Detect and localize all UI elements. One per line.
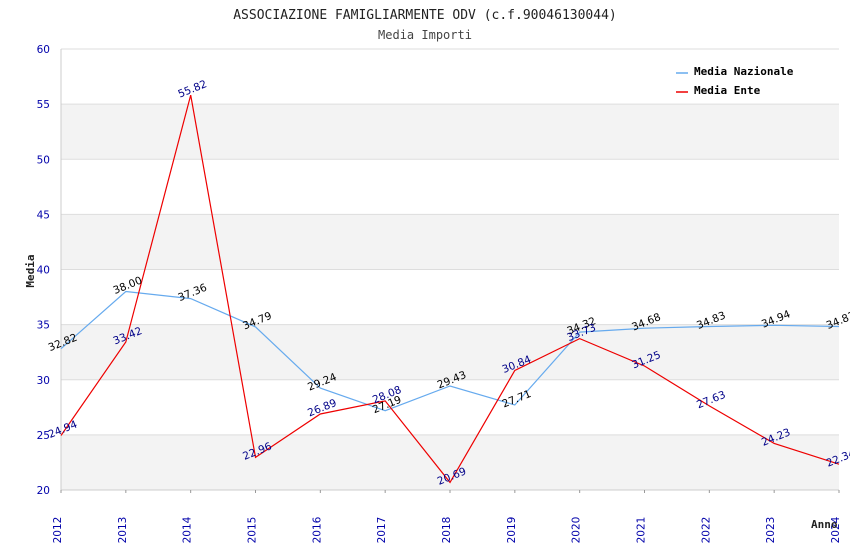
x-tick-label: 2014 <box>182 516 194 543</box>
x-tick-label: 2013 <box>117 517 129 544</box>
x-tick-label: 2018 <box>441 517 453 544</box>
plot-area: 20 25 30 35 40 45 50 55 60 2012 2013 2014 2015 2016 20… <box>37 44 850 543</box>
x-tick-label: 2016 <box>311 516 323 543</box>
y-tick-label: 45 <box>37 209 50 221</box>
data-label-media-nazionale: 34.83 <box>825 310 850 332</box>
y-tick-label: 50 <box>37 154 50 166</box>
x-tick-label: 2024 <box>830 516 842 543</box>
grid-band <box>61 434 839 490</box>
data-label-media-nazionale: 27.71 <box>501 388 533 410</box>
x-tick-label: 2017 <box>376 517 388 544</box>
y-tick-label: 40 <box>37 265 50 277</box>
x-tick-label: 2021 <box>636 517 648 544</box>
data-label-media-nazionale: 37.36 <box>176 282 209 305</box>
legend-label-media-nazionale: Media Nazionale <box>694 65 794 78</box>
series-line-media-nazionale <box>60 290 840 412</box>
chart-subtitle: Media Importi <box>378 28 472 42</box>
data-label-media-ente: 55.82 <box>176 78 208 100</box>
legend-label-media-ente: Media Ente <box>694 84 761 97</box>
x-tick-label: 2022 <box>700 517 712 544</box>
legend: Media Nazionale Media Ente <box>669 60 809 102</box>
y-axis-label: Media <box>24 254 37 287</box>
x-tick-label: 2019 <box>506 517 518 544</box>
x-tick-label: 2015 <box>247 517 259 544</box>
grid-band <box>61 214 839 270</box>
y-tick-label: 30 <box>37 375 50 387</box>
x-tick-label: 2023 <box>765 517 777 544</box>
y-tick-label: 20 <box>37 485 50 497</box>
y-tick-label: 25 <box>37 430 50 442</box>
x-tick-label: 2020 <box>571 517 583 544</box>
data-label-media-ente: 27.63 <box>695 389 727 411</box>
y-tick-label: 55 <box>37 99 50 111</box>
legend-box <box>669 60 809 102</box>
x-axis-label: Anno <box>811 518 838 531</box>
series-line-media-ente <box>60 94 840 484</box>
grid-band <box>61 104 839 160</box>
y-tick-label: 60 <box>37 44 50 56</box>
x-tick-label: 2012 <box>52 517 64 544</box>
chart-title: ASSOCIAZIONE FAMIGLIARMENTE ODV (c.f.900… <box>233 8 617 23</box>
y-tick-label: 35 <box>37 320 50 332</box>
data-label-media-ente: 26.89 <box>306 397 338 419</box>
grid-band <box>61 324 839 380</box>
